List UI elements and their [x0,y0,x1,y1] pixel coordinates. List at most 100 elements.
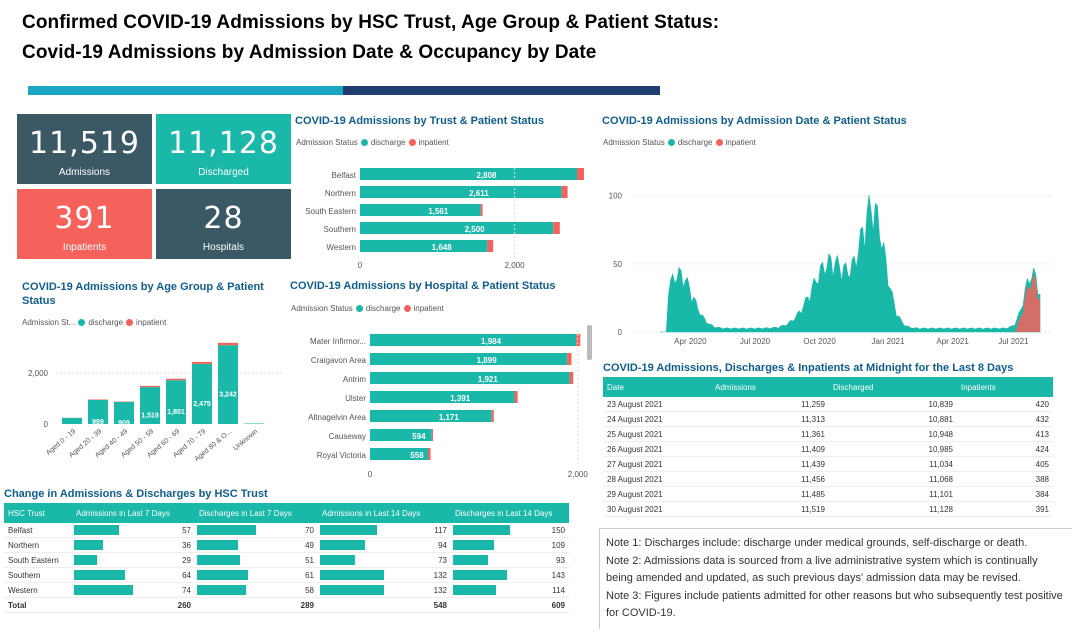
data-bar [74,540,103,550]
hospital-value-label: 594 [412,432,426,441]
table-cell: 24 August 2021 [603,411,711,427]
col-adm7[interactable]: Admissions in Last 7 Days [72,503,195,523]
table-row[interactable]: Northern 36 49 94 109 [4,537,569,553]
table-row[interactable]: 30 August 2021 11,519 11,128 391 [603,501,1053,517]
hospital-inpatient-bar [569,372,574,384]
cell-value: 70 [305,525,314,535]
table-row[interactable]: Western 74 58 132 114 [4,582,569,598]
table-cell: 432 [957,411,1053,427]
table-row[interactable]: 28 August 2021 11,456 11,068 388 [603,471,1053,487]
trust-tick-label: 2,000 [505,261,526,270]
table-cell: 413 [957,426,1053,442]
col-date[interactable]: Date [603,377,711,397]
data-bar [453,525,510,535]
discharge-legend-dot [667,139,675,146]
data-bar [197,540,239,550]
date-chart-legend: Admission Status discharge inpatient [603,138,756,147]
col-trust[interactable]: HSC Trust [4,503,72,523]
col-inpatients[interactable]: Inpatients [957,377,1053,397]
table-cell: 70 [195,523,318,538]
col-dis14[interactable]: Discharges in Last 14 Days [451,503,569,523]
trust-discharge-bar [360,168,578,180]
cell-value: 132 [433,585,447,595]
age-discharge-bar [140,387,160,424]
inpatient-legend-dot [126,319,134,326]
table-cell: 30 August 2021 [603,501,711,517]
admissions-label: Admissions [58,167,111,178]
col-adm14[interactable]: Admissions in Last 14 Days [318,503,451,523]
table-cell: 74 [72,582,195,598]
hospital-discharge-bar [370,334,577,346]
col-admissions[interactable]: Admissions [711,377,829,397]
cell-value: 143 [551,570,565,580]
admissions-card[interactable]: 11,519 Admissions [17,114,152,184]
table-cell: South Eastern [4,552,72,568]
discharged-card[interactable]: 11,128 Discharged [156,114,291,184]
trust-discharge-bar [360,186,562,198]
cell-value: 289 [300,600,314,610]
hospital-category-label: Ulster [345,394,366,403]
table-cell: 391 [957,501,1053,517]
discharge-legend-dot [360,139,368,146]
table-cell: Southern [4,567,72,583]
table-cell: 388 [957,471,1053,487]
trust-inpatient-bar [561,186,568,198]
hospital-discharge-bar [370,448,428,460]
table-row[interactable]: 27 August 2021 11,439 11,034 405 [603,456,1053,472]
cell-value: 51 [305,555,314,565]
date-x-tick-label: Jul 2020 [740,337,771,346]
legend-inpatient: inpatient [418,138,449,147]
table-cell: 10,881 [829,411,957,427]
table-row[interactable]: 23 August 2021 11,259 10,839 420 [603,397,1053,412]
table-row[interactable]: 26 August 2021 11,409 10,985 424 [603,441,1053,457]
hospital-value-label: 558 [410,451,424,460]
cell-value: 58 [305,585,314,595]
table-row[interactable]: Belfast 57 70 117 150 [4,523,569,538]
age-value-label: 989 [92,419,104,426]
legend-inpatient: inpatient [725,138,756,147]
date-tick-label: 100 [609,192,623,201]
hospital-value-label: 1,899 [477,356,498,365]
col-dis7[interactable]: Discharges in Last 7 Days [195,503,318,523]
table-cell: 93 [451,552,569,568]
table-cell: 11,101 [829,486,957,502]
cell-value: 548 [433,600,447,610]
age-value-label: 909 [118,420,130,427]
cell-value: 114 [552,585,565,595]
data-bar [197,585,246,595]
scrollbar[interactable] [587,325,592,360]
hospital-inpatient-bar [431,429,433,441]
table-row[interactable]: Southern 64 61 132 143 [4,567,569,583]
inpatients-card[interactable]: 391 Inpatients [17,189,152,259]
table-row[interactable]: South Eastern 29 51 73 93 [4,552,569,568]
hospital-category-label: Mater Infirmor... [310,337,366,346]
cell-value: 73 [438,555,447,565]
total-row[interactable]: Total 260 289 548 609 [4,597,569,613]
table-cell: 11,485 [711,486,829,502]
legend-label: Admission St... [22,318,76,327]
data-bar [197,555,240,565]
hospitals-value: 28 [203,201,244,236]
table-cell: Belfast [4,523,72,538]
legend-inpatient: inpatient [136,318,167,327]
table-cell: 61 [195,567,318,583]
age-value-label: 1,519 [141,413,159,420]
table-cell: 548 [318,597,451,613]
trust-value-label: 1,648 [432,243,453,252]
col-discharged[interactable]: Discharged [829,377,957,397]
hospitals-card[interactable]: 28 Hospitals [156,189,291,259]
hospital-category-label: Royal Victoria [317,451,367,460]
table-row[interactable]: 25 August 2021 11,361 10,948 413 [603,426,1053,442]
hospital-chart-legend: Admission Status discharge inpatient [291,304,444,313]
inpatients-label: Inpatients [62,242,107,253]
table-cell: 25 August 2021 [603,426,711,442]
cell-value: Southern [8,570,41,580]
trust-value-label: 1,561 [428,207,449,216]
discharged-label: Discharged [198,167,249,178]
table-row[interactable]: 24 August 2021 11,313 10,881 432 [603,411,1053,427]
table-row[interactable]: 29 August 2021 11,485 11,101 384 [603,486,1053,502]
date-area-chart: 100 50 0 Apr 2020 Jul 2020 Oct 2020 Jan 2021 Ap… [609,192,1052,346]
legend-discharge: discharge [365,304,401,313]
change-table-title: Change in Admissions & Discharges by HSC… [4,488,268,500]
table-cell: 114 [451,582,569,598]
